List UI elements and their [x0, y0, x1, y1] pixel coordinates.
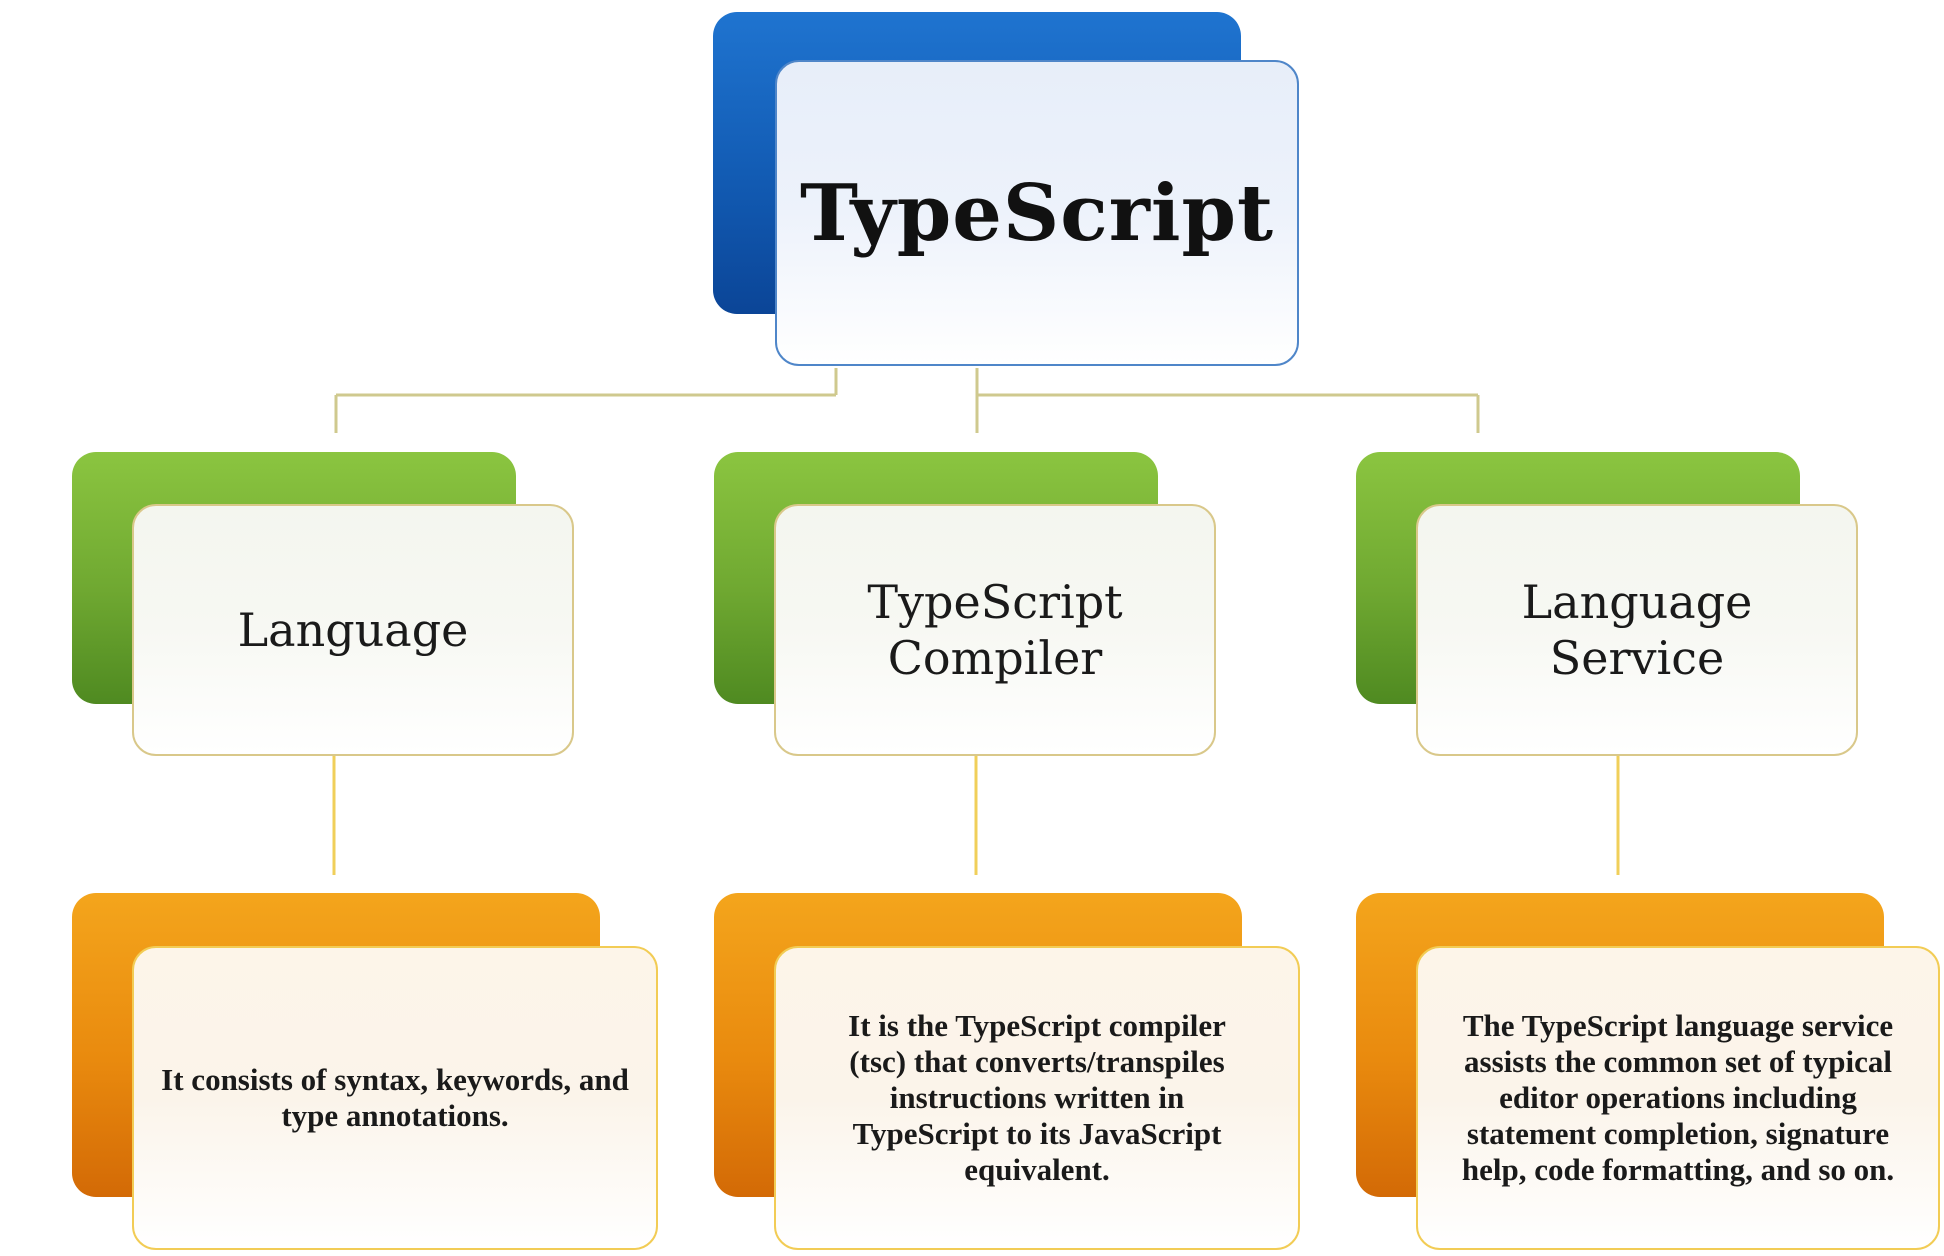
language-node: Language	[132, 504, 574, 756]
compiler-node-label: TypeScript Compiler	[867, 575, 1123, 685]
service-desc-text: The TypeScript language service assists …	[1461, 1008, 1895, 1187]
compiler-desc-text: It is the TypeScript compiler (tsc) that…	[848, 1008, 1226, 1187]
language-desc: It consists of syntax, keywords, and typ…	[132, 946, 658, 1250]
root-node-label: TypeScript	[799, 167, 1275, 259]
service-desc: The TypeScript language service assists …	[1416, 946, 1940, 1250]
service-node: Language Service	[1416, 504, 1858, 756]
language-desc-text: It consists of syntax, keywords, and typ…	[161, 1062, 629, 1133]
compiler-node: TypeScript Compiler	[774, 504, 1216, 756]
language-node-label: Language	[237, 603, 469, 657]
service-node-label: Language Service	[1521, 575, 1753, 685]
root-node: TypeScript	[775, 60, 1299, 366]
compiler-desc: It is the TypeScript compiler (tsc) that…	[774, 946, 1300, 1250]
